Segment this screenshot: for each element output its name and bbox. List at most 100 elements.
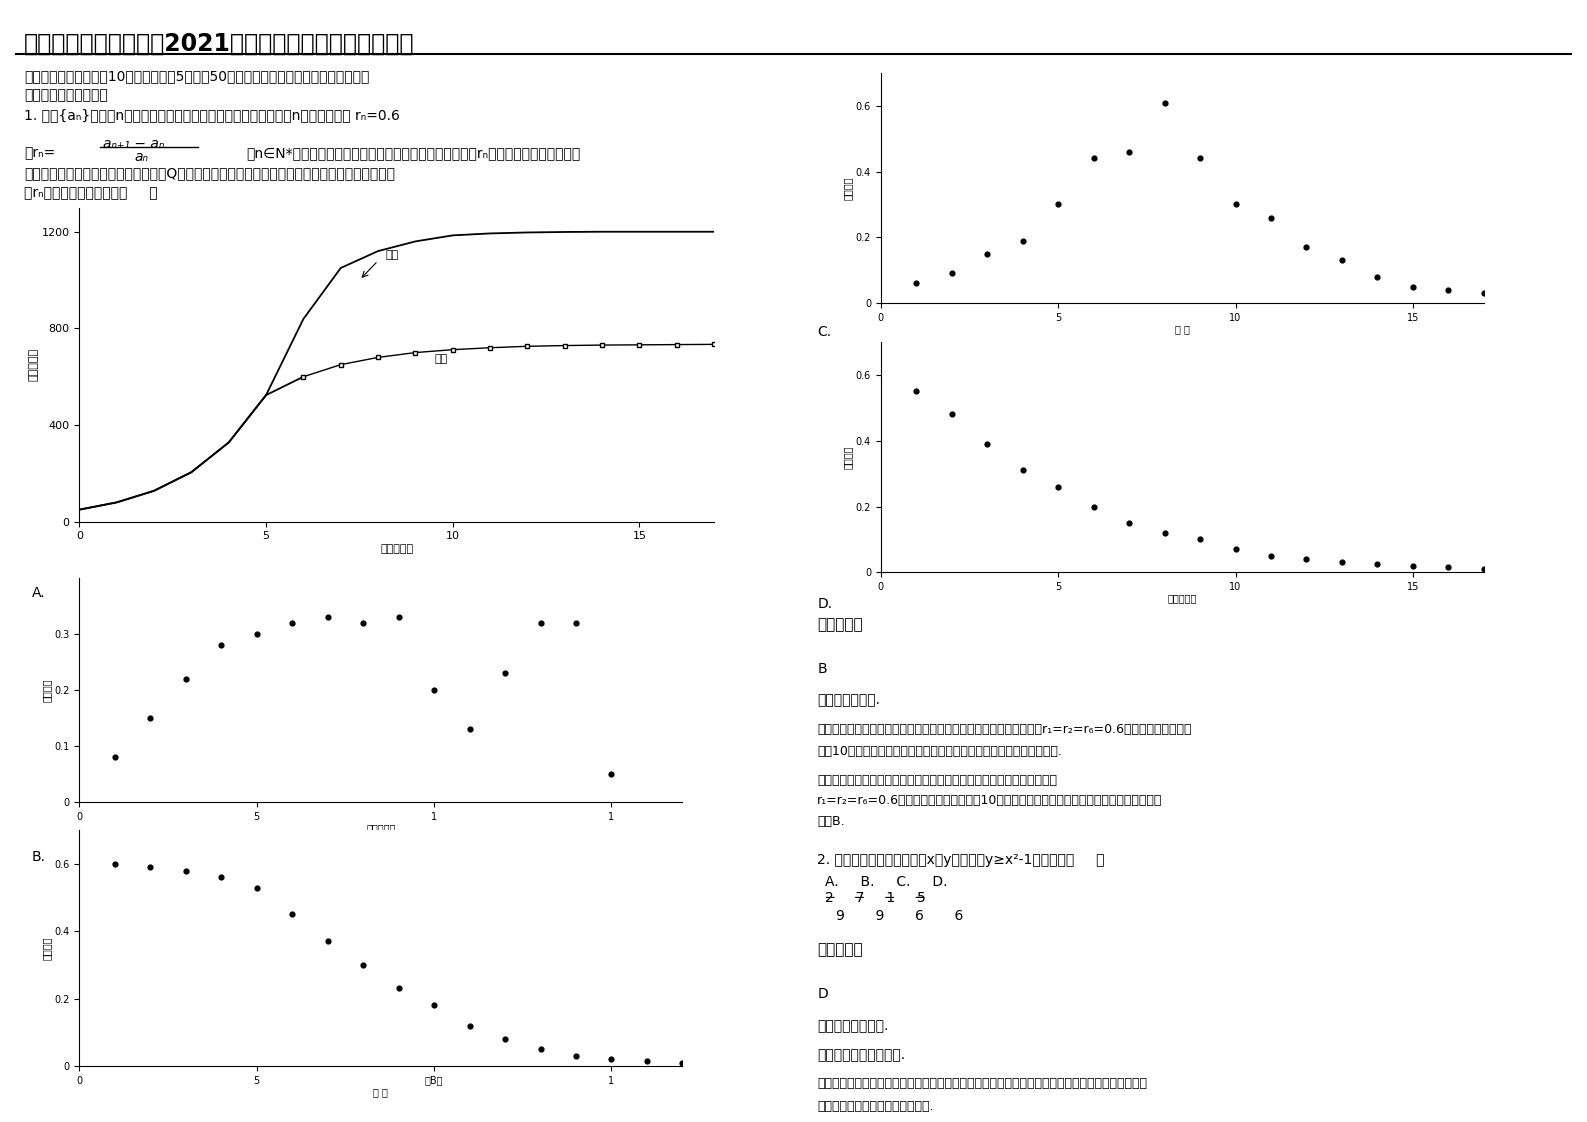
Text: ─     ─     ─     ─: ─ ─ ─ ─	[825, 891, 924, 904]
Point	[279, 614, 305, 632]
Text: 故选B.: 故选B.	[817, 815, 844, 828]
Text: B.: B.	[32, 850, 46, 864]
X-axis label: 时间（天）: 时间（天）	[1168, 594, 1197, 604]
Point	[492, 1030, 517, 1048]
Point	[1224, 541, 1249, 559]
Point	[1365, 268, 1390, 286]
Point	[563, 1047, 589, 1065]
Point	[1400, 557, 1425, 574]
Point	[351, 614, 376, 632]
Text: 2. 在区间内随机取两个实数x、y，则满足y≥x²-1的概率是（     ）: 2. 在区间内随机取两个实数x、y，则满足y≥x²-1的概率是（ ）	[817, 853, 1105, 866]
Point	[314, 932, 340, 950]
Point	[138, 858, 163, 876]
Point	[314, 608, 340, 626]
Point	[1258, 209, 1284, 227]
X-axis label: 时间（天）: 时间（天）	[367, 824, 395, 834]
Text: 面积，最后利用概率公式求之即可.: 面积，最后利用概率公式求之即可.	[817, 1100, 933, 1113]
Point	[598, 765, 624, 783]
Point	[351, 956, 376, 974]
Point	[1152, 93, 1178, 111]
Point	[492, 664, 517, 682]
Point	[173, 862, 198, 880]
Text: C.: C.	[817, 325, 832, 339]
Text: 1. 数列{aₙ}表示第n天午时某种细菌的数量．细菌在理想条件下第n天的日增长率 rₙ=0.6: 1. 数列{aₙ}表示第n天午时某种细菌的数量．细菌在理想条件下第n天的日增长率…	[24, 108, 400, 121]
Point	[1365, 555, 1390, 573]
Point	[457, 720, 482, 738]
Point	[1187, 149, 1212, 167]
Text: 【考点】散点图.: 【考点】散点图.	[817, 693, 881, 707]
Text: 2     7     1     5: 2 7 1 5	[825, 891, 925, 904]
Point	[1187, 531, 1212, 549]
Point	[102, 855, 127, 873]
Point	[940, 265, 965, 283]
X-axis label: 时 间: 时 间	[1174, 324, 1190, 334]
Text: 【考点】几何概型.: 【考点】几何概型.	[817, 1019, 889, 1032]
Y-axis label: 日增长率: 日增长率	[843, 176, 852, 200]
Point	[903, 383, 928, 401]
Text: 实际: 实际	[435, 355, 448, 365]
Text: 参考答案：: 参考答案：	[817, 617, 863, 632]
X-axis label: 时 间: 时 间	[373, 1087, 389, 1097]
Text: A.: A.	[32, 586, 46, 599]
Point	[1081, 149, 1106, 167]
Text: 理想: 理想	[386, 250, 398, 260]
Y-axis label: 数量（个）: 数量（个）	[29, 348, 38, 381]
Point	[563, 614, 589, 632]
Point	[1046, 478, 1071, 496]
Point	[903, 274, 928, 292]
Text: （rₙ=: （rₙ=	[24, 146, 56, 159]
Point	[670, 1054, 695, 1072]
Point	[598, 1050, 624, 1068]
Text: 【分析】由图象可知，第一天到第六天，实际情况与理想情况重合，r₁=r₂=r₆=0.6为定值，而实际情况: 【分析】由图象可知，第一天到第六天，实际情况与理想情况重合，r₁=r₂=r₆=0…	[817, 723, 1192, 736]
Text: 细菌在理想和实际两种状态下细菌数量Q随时间的变化规律．那么，对这种细菌在实际条件下日增长: 细菌在理想和实际两种状态下细菌数量Q随时间的变化规律．那么，对这种细菌在实际条件…	[24, 166, 395, 180]
Text: D: D	[817, 987, 828, 1001]
Point	[1116, 142, 1141, 160]
Point	[974, 245, 1000, 263]
Text: r₁=r₂=r₆=0.6为定值，而实际情况在第10天后增长率是降低的，并且降低的速度是变小的，: r₁=r₂=r₆=0.6为定值，而实际情况在第10天后增长率是降低的，并且降低的…	[817, 794, 1163, 808]
Text: 参考答案：: 参考答案：	[817, 942, 863, 957]
Text: ，n∈N*），当这种细菌在实际条件下生长时，其日增长率rₙ会发生变化，如图描述了: ，n∈N*），当这种细菌在实际条件下生长时，其日增长率rₙ会发生变化，如图描述了	[246, 146, 581, 159]
Text: 率rₙ的规律描述正确的是（     ）: 率rₙ的规律描述正确的是（ ）	[24, 186, 157, 200]
Point	[1471, 560, 1497, 578]
Point	[1436, 280, 1462, 298]
Point	[138, 709, 163, 727]
Point	[635, 1052, 660, 1070]
Text: B: B	[817, 662, 827, 675]
Point	[940, 405, 965, 423]
Point	[457, 1017, 482, 1034]
Point	[974, 435, 1000, 453]
Point	[208, 636, 233, 654]
Point	[528, 614, 554, 632]
Y-axis label: 日增长率: 日增长率	[41, 679, 51, 701]
Text: 四川省眉山市白果中学2021年高三数学文联考试题含解析: 四川省眉山市白果中学2021年高三数学文联考试题含解析	[24, 31, 414, 55]
Text: 【分析】该题涉及两个变量，故是与面积有关的几何概型，分别表示出满足条件的面积和整个区域的: 【分析】该题涉及两个变量，故是与面积有关的几何概型，分别表示出满足条件的面积和整…	[817, 1077, 1147, 1091]
Point	[1330, 251, 1355, 269]
Text: aₙ: aₙ	[135, 150, 149, 164]
Point	[1400, 277, 1425, 295]
Text: 【计算题】概率与统计.: 【计算题】概率与统计.	[817, 1048, 906, 1061]
Point	[1471, 284, 1497, 302]
Point	[1081, 497, 1106, 515]
Y-axis label: 日増长率: 日増长率	[843, 445, 852, 469]
Point	[1152, 524, 1178, 542]
Point	[422, 996, 448, 1014]
Point	[1258, 546, 1284, 564]
Point	[1116, 514, 1141, 532]
Point	[422, 681, 448, 699]
Point	[1224, 195, 1249, 213]
Point	[1330, 553, 1355, 571]
Point	[1046, 195, 1071, 213]
Point	[244, 625, 270, 643]
Point	[1293, 550, 1319, 568]
Point	[102, 748, 127, 766]
Point	[1009, 461, 1035, 479]
Text: 9       9       6       6: 9 9 6 6	[836, 909, 963, 922]
Point	[1009, 231, 1035, 249]
Point	[244, 879, 270, 896]
Text: 【解答】解：由图象可知，第一天到第六天，实际情况与理想情况重合，: 【解答】解：由图象可知，第一天到第六天，实际情况与理想情况重合，	[817, 774, 1057, 788]
Point	[208, 868, 233, 886]
Text: 在第10天后增长率是降低的，并且降低的速度是变小的，即可得出结论.: 在第10天后增长率是降低的，并且降低的速度是变小的，即可得出结论.	[817, 745, 1062, 758]
Text: 一、选择题：本大题共10小题，每小题5分，共50分。在每小题给出的四个选项中，只有: 一、选择题：本大题共10小题，每小题5分，共50分。在每小题给出的四个选项中，只…	[24, 70, 370, 83]
Point	[386, 608, 411, 626]
Text: 是一个符合题目要求的: 是一个符合题目要求的	[24, 89, 108, 102]
